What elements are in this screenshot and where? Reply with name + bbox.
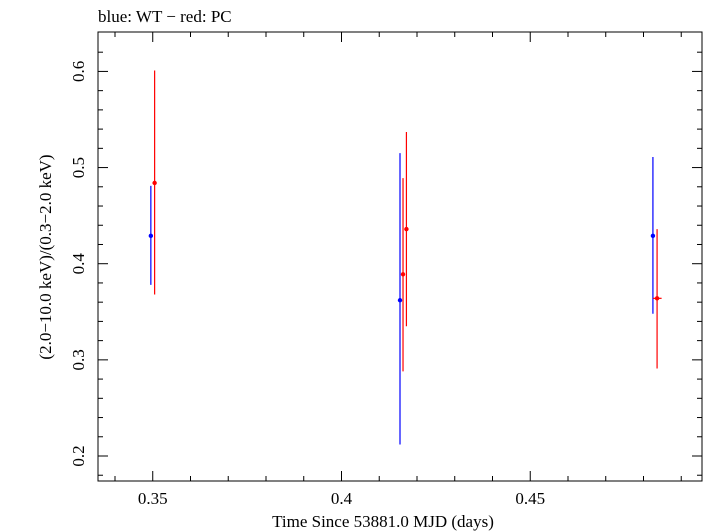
data-point bbox=[148, 233, 154, 239]
chart-title: blue: WT − red: PC bbox=[98, 7, 232, 26]
x-axis-label: Time Since 53881.0 MJD (days) bbox=[272, 512, 494, 531]
x-tick-label: 0.35 bbox=[138, 489, 168, 508]
y-tick-label: 0.3 bbox=[69, 349, 88, 370]
x-axis-ticks: 0.35 0.4 0.45 bbox=[114, 32, 682, 508]
plot-frame bbox=[97, 31, 703, 482]
y-tick-label: 0.2 bbox=[69, 445, 88, 466]
x-tick-label: 0.45 bbox=[515, 489, 545, 508]
data-point bbox=[650, 233, 656, 239]
y-axis-label: (2.0−10.0 keV)/(0.3−2.0 keV) bbox=[36, 154, 55, 359]
y-tick-label: 0.5 bbox=[69, 157, 88, 178]
data-marks bbox=[148, 70, 662, 445]
y-axis-ticks: 0.2 0.3 0.4 0.5 0.6 bbox=[69, 51, 702, 476]
data-point bbox=[404, 226, 409, 232]
data-point bbox=[400, 272, 406, 277]
data-point bbox=[654, 296, 660, 301]
data-point bbox=[397, 298, 403, 303]
data-point bbox=[152, 180, 157, 186]
y-tick-label: 0.4 bbox=[69, 253, 88, 275]
x-tick-label: 0.4 bbox=[331, 489, 353, 508]
y-tick-label: 0.6 bbox=[69, 61, 88, 82]
